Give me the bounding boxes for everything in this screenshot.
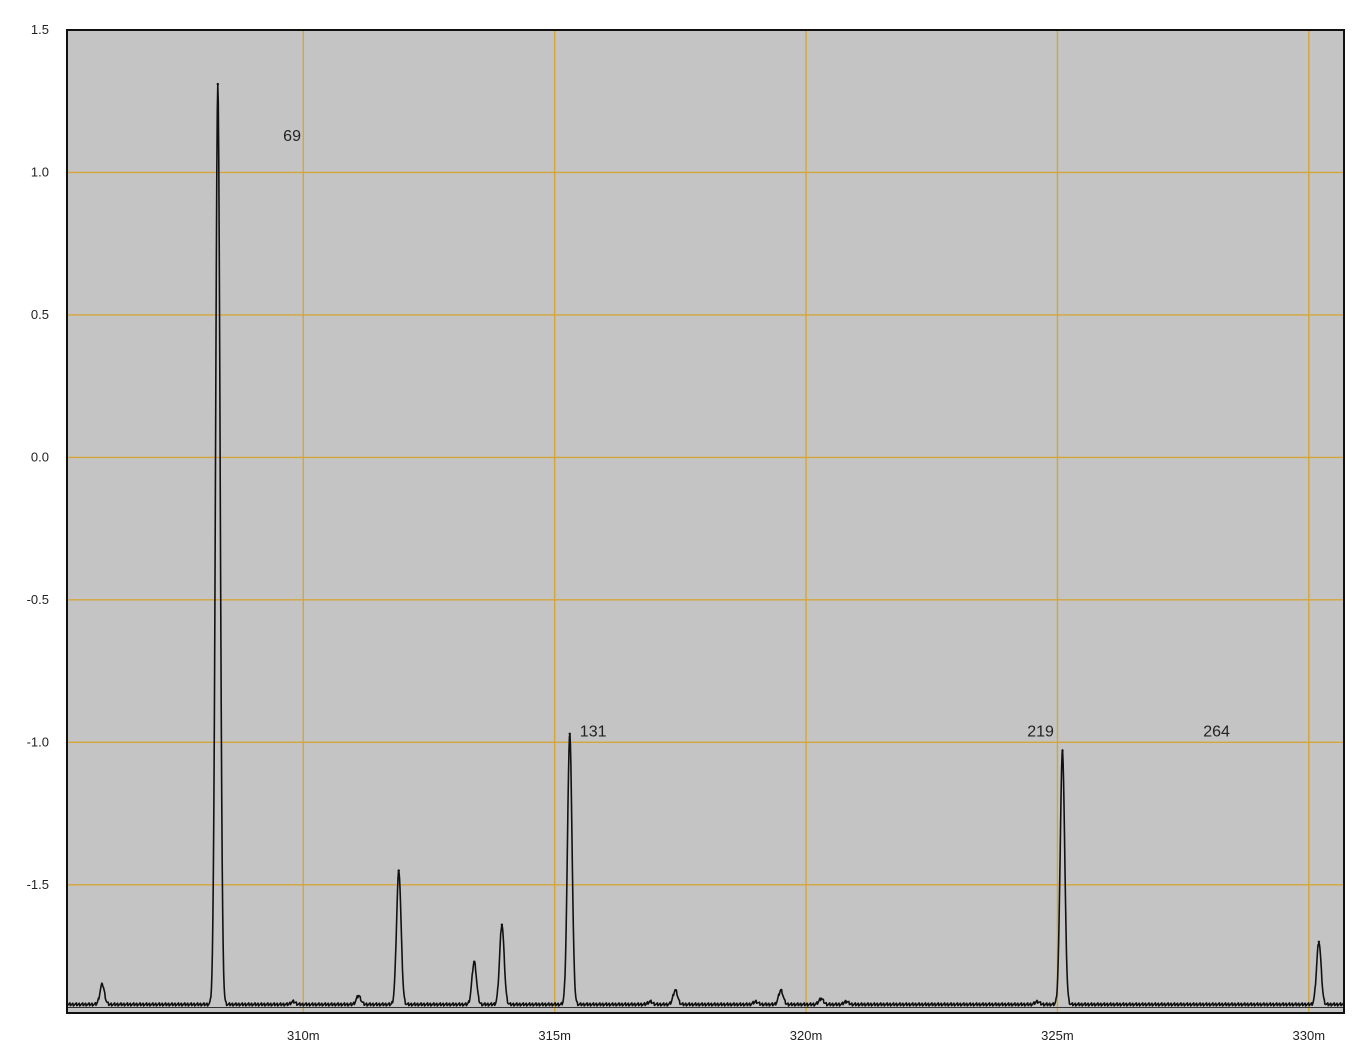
x-axis-tick-labels: 310m 315m 320m 325m 330m [287,1028,1325,1043]
x-tick-label-3: 325m [1041,1028,1074,1043]
peak-point-8 [648,1000,652,1003]
peak-point-3 [357,994,360,998]
y-axis-tick-labels: 1.5 1.0 0.5 0.0 -0.5 -1.0 -1.5 [27,22,49,892]
peak-point-12 [819,997,823,1000]
y-tick-label-5: -1.0 [27,734,49,749]
x-tick-label-2: 320m [790,1028,823,1043]
peak-point-1 [216,82,220,86]
peak-point-7 [568,732,571,735]
x-tick-label-0: 310m [287,1028,320,1043]
y-tick-label-1: 1.0 [31,164,49,179]
grid-lines [67,29,1344,1013]
peak-point-0 [100,983,104,986]
y-tick-label-0: 1.5 [31,22,49,37]
x-tick-label-4: 330m [1293,1028,1326,1043]
peak-point-6 [500,923,504,926]
peak-point-11 [779,989,783,992]
y-tick-label-2: 0.5 [31,307,49,322]
peak-markers [100,82,1321,1003]
peak-annotation-1: 131 [580,724,607,741]
peak-point-16 [1317,940,1321,943]
peak-point-10 [754,1000,757,1003]
peak-annotation-3: 264 [1203,724,1230,741]
peak-point-14 [1036,1000,1039,1003]
peak-annotations: 69 131 219 264 [283,128,1230,740]
y-tick-label-6: -1.5 [27,877,49,892]
peak-point-5 [473,960,476,963]
peak-point-15 [1061,749,1064,753]
signal-trace [66,84,1345,1007]
peak-point-13 [845,1000,848,1003]
peak-point-2 [292,1000,295,1003]
plot-frame [66,29,1345,1014]
y-tick-label-4: -0.5 [27,592,49,607]
peak-annotation-2: 219 [1027,724,1054,741]
peak-point-4 [397,869,401,872]
y-tick-label-3: 0.0 [31,449,49,464]
plot-area [67,30,1344,1013]
x-tick-label-1: 315m [538,1028,571,1043]
peak-point-9 [674,989,677,992]
peak-annotation-0: 69 [283,128,301,145]
